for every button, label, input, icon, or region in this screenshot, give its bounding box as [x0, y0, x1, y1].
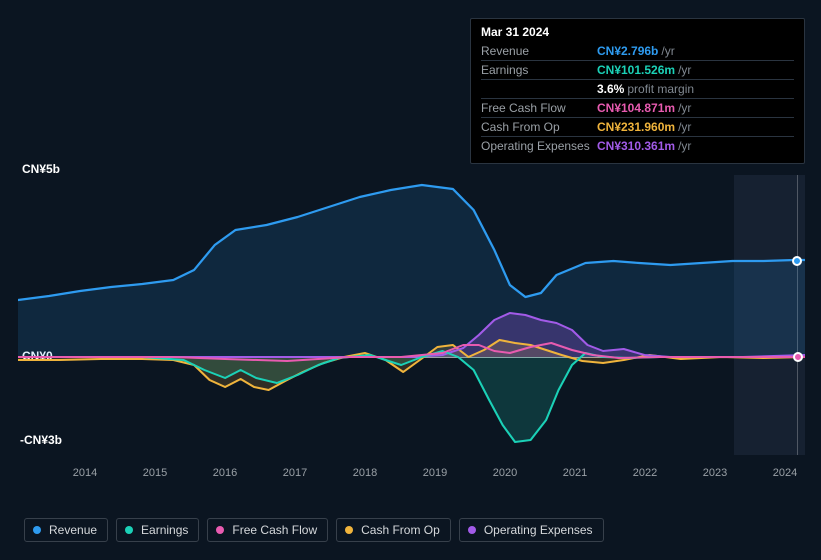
x-axis-label: 2015 [143, 467, 167, 479]
series-marker [792, 256, 802, 266]
tooltip-metric-unit: /yr [678, 139, 691, 153]
x-axis-label: 2023 [703, 467, 727, 479]
tooltip-metric-value: CN¥310.361m [597, 139, 675, 153]
tooltip-metric-unit: /yr [678, 120, 691, 134]
series-marker [793, 352, 803, 362]
legend-label: Earnings [141, 523, 188, 537]
x-axis-label: 2016 [213, 467, 237, 479]
tooltip-metric-value: CN¥2.796b [597, 44, 658, 58]
tooltip-metric-label: Earnings [481, 63, 597, 77]
financial-chart[interactable] [18, 165, 805, 455]
legend-item[interactable]: Cash From Op [336, 518, 451, 542]
x-axis-label: 2020 [493, 467, 517, 479]
legend-label: Free Cash Flow [232, 523, 317, 537]
legend-label: Revenue [49, 523, 97, 537]
tooltip-row: EarningsCN¥101.526m/yr [481, 60, 794, 79]
tooltip-metric-unit: /yr [678, 101, 691, 115]
legend-item[interactable]: Free Cash Flow [207, 518, 328, 542]
tooltip-metric-unit: /yr [661, 44, 674, 58]
tooltip-metric-value: CN¥104.871m [597, 101, 675, 115]
tooltip-row: 3.6%profit margin [481, 79, 794, 98]
legend-item[interactable]: Operating Expenses [459, 518, 604, 542]
legend-dot-icon [345, 526, 353, 534]
tooltip-metric-unit: /yr [678, 63, 691, 77]
x-axis-label: 2021 [563, 467, 587, 479]
tooltip-row: Cash From OpCN¥231.960m/yr [481, 117, 794, 136]
legend-item[interactable]: Earnings [116, 518, 199, 542]
chart-tooltip: Mar 31 2024 RevenueCN¥2.796b/yrEarningsC… [470, 18, 805, 164]
chart-legend: Revenue Earnings Free Cash Flow Cash From O… [24, 518, 604, 542]
tooltip-metric-value: CN¥231.960m [597, 120, 675, 134]
legend-item[interactable]: Revenue [24, 518, 108, 542]
x-axis-label: 2019 [423, 467, 447, 479]
tooltip-metric-label: Revenue [481, 44, 597, 58]
x-axis-label: 2024 [773, 467, 797, 479]
legend-dot-icon [468, 526, 476, 534]
legend-dot-icon [216, 526, 224, 534]
tooltip-metric-label: Free Cash Flow [481, 101, 597, 115]
x-axis-label: 2014 [73, 467, 97, 479]
x-axis-label: 2022 [633, 467, 657, 479]
x-axis-label: 2018 [353, 467, 377, 479]
tooltip-row: Operating ExpensesCN¥310.361m/yr [481, 136, 794, 155]
tooltip-row: Free Cash FlowCN¥104.871m/yr [481, 98, 794, 117]
tooltip-metric-label: Operating Expenses [481, 139, 597, 153]
legend-label: Cash From Op [361, 523, 440, 537]
tooltip-metric-value: 3.6% [597, 82, 624, 96]
tooltip-metric-value: CN¥101.526m [597, 63, 675, 77]
tooltip-date: Mar 31 2024 [481, 25, 794, 39]
tooltip-metric-unit: profit margin [627, 82, 694, 96]
tooltip-row: RevenueCN¥2.796b/yr [481, 42, 794, 60]
legend-dot-icon [125, 526, 133, 534]
tooltip-metric-label: Cash From Op [481, 120, 597, 134]
x-axis-label: 2017 [283, 467, 307, 479]
legend-dot-icon [33, 526, 41, 534]
legend-label: Operating Expenses [484, 523, 593, 537]
